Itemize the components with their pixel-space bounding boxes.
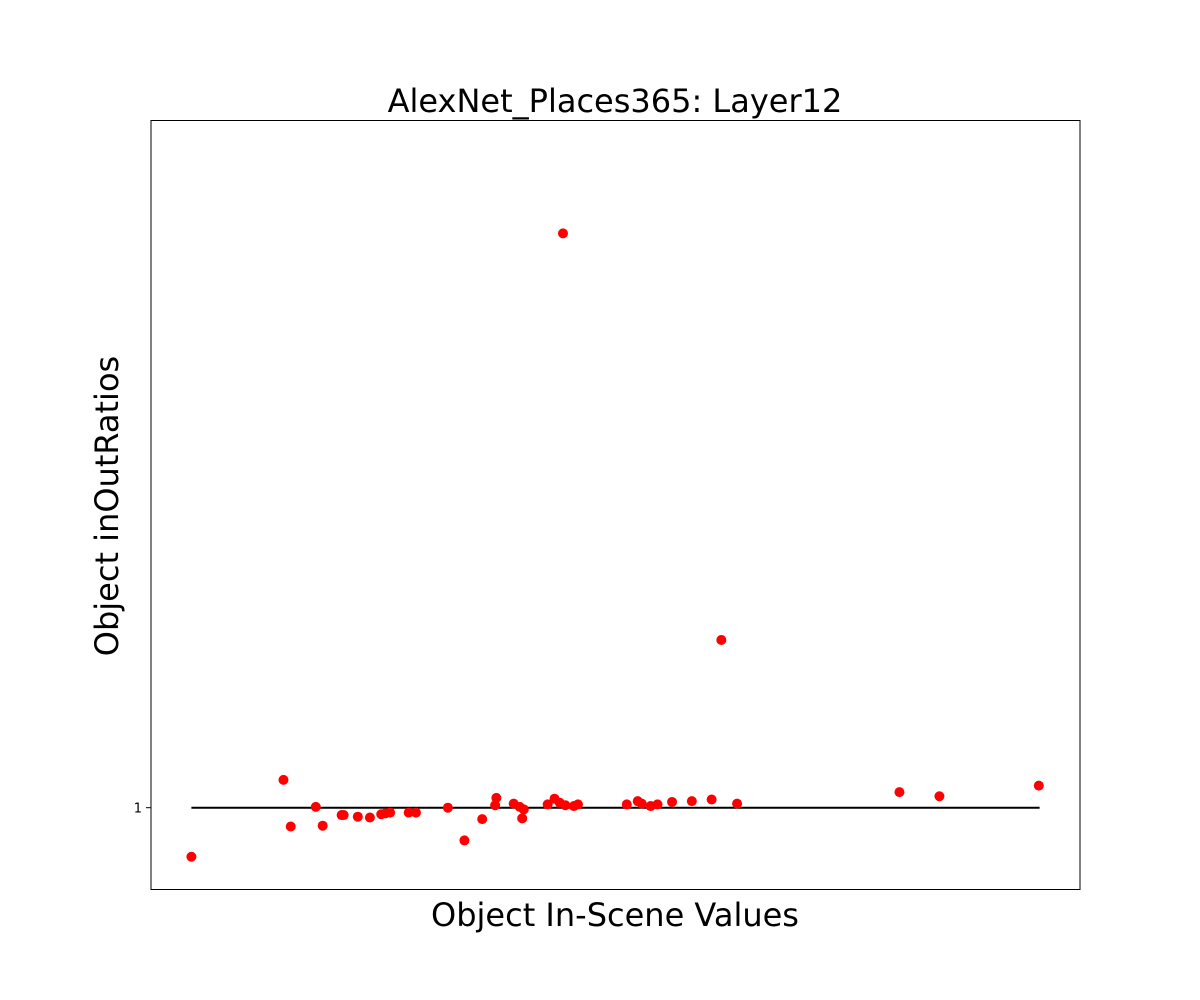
- data-point: [716, 634, 727, 645]
- data-point: [385, 807, 396, 818]
- data-point: [560, 800, 571, 811]
- data-point: [621, 799, 632, 810]
- data-point: [652, 799, 663, 810]
- data-point: [317, 820, 328, 831]
- data-point: [278, 774, 289, 785]
- data-point: [410, 807, 421, 818]
- axes-frame: [150, 120, 1081, 890]
- y-axis-label: Object inOutRatios: [88, 356, 126, 656]
- data-point: [442, 802, 453, 813]
- data-point: [186, 851, 197, 862]
- data-point: [686, 796, 697, 807]
- data-point: [310, 801, 321, 812]
- data-point: [1033, 780, 1044, 791]
- y-axis-ticks: 1: [134, 802, 151, 817]
- data-point: [285, 821, 296, 832]
- data-point: [636, 798, 647, 809]
- x-axis-label: Object In-Scene Values: [431, 896, 799, 934]
- data-point: [934, 791, 945, 802]
- plot-area: [186, 228, 1044, 862]
- data-point: [557, 228, 568, 239]
- data-point: [542, 799, 553, 810]
- data-point: [667, 796, 678, 807]
- data-point: [517, 813, 528, 824]
- data-point: [732, 798, 743, 809]
- data-point: [403, 807, 414, 818]
- chart-title: AlexNet_Places365: Layer12: [388, 82, 843, 120]
- data-point: [352, 811, 363, 822]
- data-point: [490, 800, 501, 811]
- data-point: [894, 787, 905, 798]
- data-point: [572, 799, 583, 810]
- data-point: [364, 812, 375, 823]
- data-point: [338, 810, 349, 821]
- data-point: [477, 814, 488, 825]
- data-point: [459, 835, 470, 846]
- data-point: [491, 792, 502, 803]
- y-tick-label: 1: [134, 802, 142, 817]
- data-point: [706, 794, 717, 805]
- data-point: [518, 804, 529, 815]
